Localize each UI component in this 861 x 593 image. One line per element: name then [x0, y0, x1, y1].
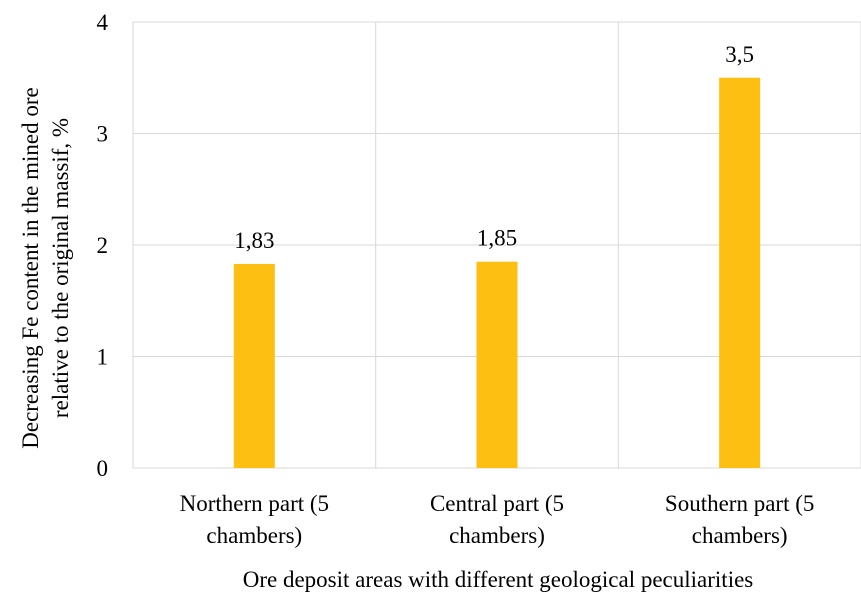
y-tick-label: 2 [97, 233, 109, 258]
x-category-labels: Northern part (5 chambers) Central part (5… [180, 491, 815, 548]
y-tick-label: 3 [97, 122, 109, 147]
bar [476, 261, 518, 468]
data-labels: 1,83 1,85 3,5 [234, 42, 754, 253]
y-axis-title-line: relative to the original massif, % [48, 118, 73, 418]
category-label: Northern part (5 chambers) [180, 491, 329, 548]
bars [233, 77, 761, 468]
y-tick-label: 4 [97, 10, 109, 35]
category-label: Southern part (5 chambers) [665, 491, 814, 548]
y-axis-title: Decreasing Fe content in the mined ore re… [18, 87, 73, 449]
data-label: 3,5 [725, 42, 754, 67]
y-tick-labels: 0 1 2 3 4 [97, 10, 109, 481]
data-label: 1,85 [477, 226, 517, 251]
data-label: 1,83 [234, 228, 274, 253]
x-axis-title: Ore deposit areas with different geologi… [243, 567, 754, 592]
bar [719, 77, 761, 468]
y-axis-title-line: Decreasing Fe content in the mined ore [18, 87, 43, 449]
category-label: Central part (5 chambers) [430, 491, 564, 548]
y-tick-label: 0 [97, 456, 109, 481]
y-tick-label: 1 [97, 345, 109, 370]
bar [233, 263, 275, 468]
